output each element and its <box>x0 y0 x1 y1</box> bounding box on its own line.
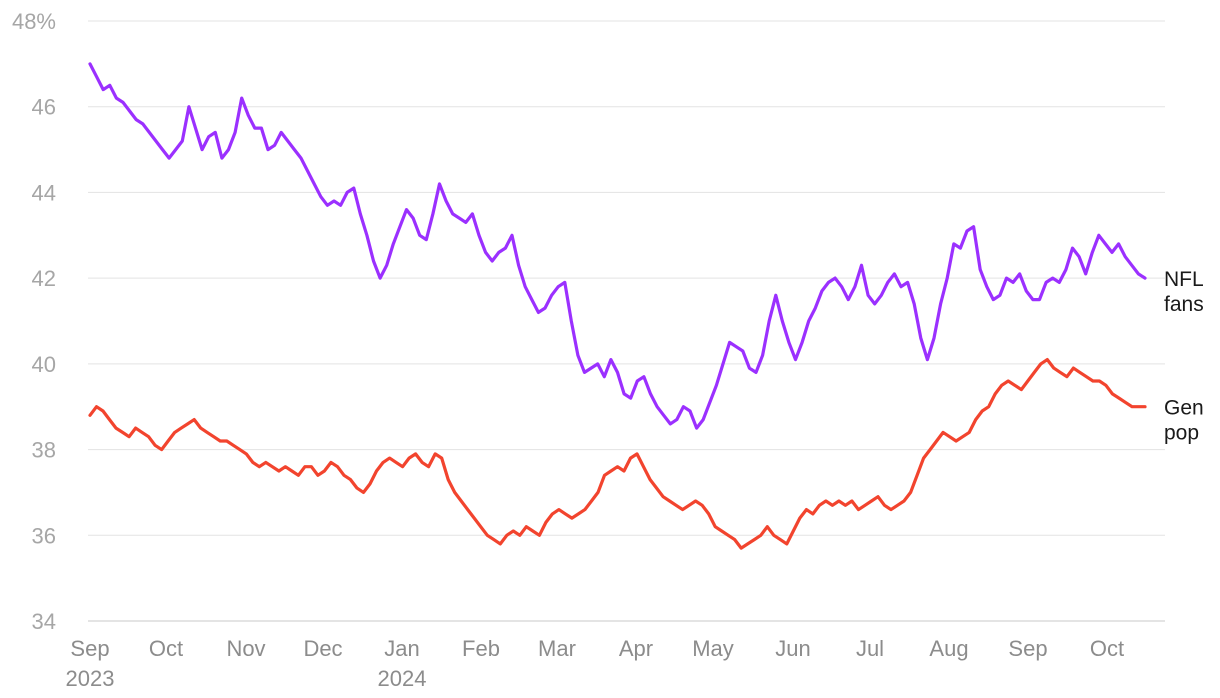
x-tick-year-label: 2023 <box>66 666 115 691</box>
x-tick-year-label: 2024 <box>378 666 427 691</box>
x-tick-label: Dec <box>303 636 342 661</box>
y-tick-label: 46 <box>32 95 56 120</box>
series-label-line: Gen <box>1164 397 1204 420</box>
x-tick-label: Oct <box>1090 636 1124 661</box>
series-label-nfl-fans: NFL fans <box>1164 268 1204 316</box>
gridlines <box>88 20 1165 622</box>
x-tick-label: May <box>692 636 734 661</box>
series-direct-labels: NFL fans Gen pop <box>1164 268 1204 445</box>
x-tick-label: Jul <box>856 636 884 661</box>
series-label-gen-pop: Gen pop <box>1164 397 1204 445</box>
x-tick-label: Nov <box>226 636 265 661</box>
x-tick-label: Oct <box>149 636 183 661</box>
series-lines <box>88 62 1147 550</box>
series-label-line: NFL <box>1164 268 1204 291</box>
x-tick-label: Feb <box>462 636 500 661</box>
x-tick-label: Sep <box>70 636 109 661</box>
series-line-nfl-fans <box>88 62 1147 430</box>
y-tick-label: 38 <box>32 438 56 463</box>
x-tick-label: Aug <box>929 636 968 661</box>
y-tick-label: 34 <box>32 609 56 634</box>
x-tick-label: Jan <box>384 636 419 661</box>
x-tick-label: Sep <box>1008 636 1047 661</box>
x-tick-label: Jun <box>775 636 810 661</box>
y-tick-label: 48% <box>12 9 56 34</box>
x-axis-tick-labels: Sep 2023 Oct Nov Dec Jan 2024 Feb Mar Apr May Jun Ju… <box>66 636 1125 691</box>
series-label-line: fans <box>1164 293 1204 316</box>
y-axis-tick-labels: 48% 46 44 42 40 38 36 34 <box>12 9 56 634</box>
y-tick-label: 42 <box>32 266 56 291</box>
x-tick-label: Apr <box>619 636 653 661</box>
x-tick-label: Mar <box>538 636 576 661</box>
y-tick-label: 36 <box>32 523 56 548</box>
series-line-gen-pop <box>88 358 1147 550</box>
y-tick-label: 40 <box>32 352 56 377</box>
series-label-line: pop <box>1164 422 1199 445</box>
y-tick-label: 44 <box>32 180 56 205</box>
